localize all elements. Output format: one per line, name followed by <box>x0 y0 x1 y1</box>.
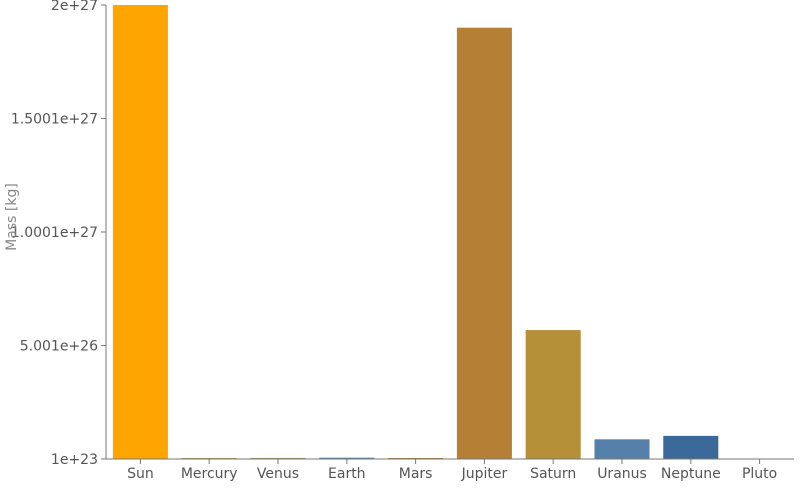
bar-earth <box>319 457 375 459</box>
bar-jupiter <box>456 27 512 459</box>
x-tick-label: Mars <box>399 466 433 482</box>
bars-group <box>112 5 719 459</box>
y-axis-title: Mass [kg] <box>4 183 20 251</box>
y-tick-label: 1e+23 <box>51 452 98 468</box>
bar-uranus <box>594 439 650 459</box>
x-tick-label: Sun <box>127 466 154 482</box>
x-tick-label: Pluto <box>742 466 777 482</box>
bar-saturn <box>525 330 581 459</box>
y-tick-label: 1.0001e+27 <box>11 225 98 241</box>
x-tick-label: Earth <box>328 466 366 482</box>
bar-neptune <box>663 435 719 459</box>
x-tick-label: Uranus <box>597 466 647 482</box>
x-tick-label: Neptune <box>661 466 721 482</box>
y-tick-label: 5.001e+26 <box>20 338 98 354</box>
bar-sun <box>112 5 168 459</box>
y-tick-label: 1.5001e+27 <box>11 111 98 127</box>
x-tick-label: Jupiter <box>461 466 508 482</box>
bar-venus <box>250 457 306 459</box>
x-tick-label: Mercury <box>181 466 238 482</box>
y-tick-label: 2e+27 <box>51 0 98 14</box>
y-axis-ticks: 1e+23 5.001e+26 1.0001e+27 1.5001e+27 2e+27 <box>11 0 106 468</box>
x-axis-ticks: Sun Mercury Venus Earth Mars Jupiter Saturn Ura… <box>127 459 777 482</box>
x-tick-label: Saturn <box>530 466 576 482</box>
x-tick-label: Venus <box>257 466 299 482</box>
